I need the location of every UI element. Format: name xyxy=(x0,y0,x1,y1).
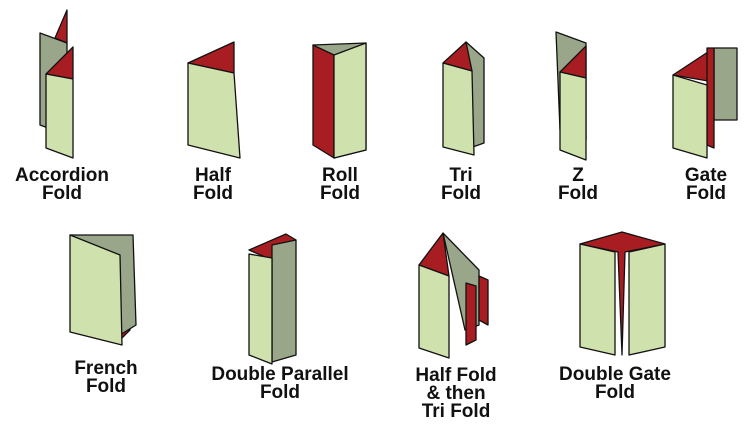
accordion-fold-caption: Accordion Fold xyxy=(4,165,120,204)
fold-inner-panel xyxy=(706,47,715,149)
z-fold-illustration xyxy=(555,31,587,161)
caption-line: Fold xyxy=(192,183,234,204)
caption-line: Tri Fold xyxy=(421,401,491,422)
fold-front-panel xyxy=(672,74,708,159)
caption-line: Z xyxy=(572,165,584,186)
caption-line: Double Gate xyxy=(559,364,671,385)
fold-front-panel xyxy=(187,62,241,159)
caption-line: Fold xyxy=(259,382,301,403)
tri-fold-illustration xyxy=(442,41,485,156)
caption-line: Fold xyxy=(440,183,482,204)
caption-line: Half Fold xyxy=(415,365,497,386)
roll-fold-caption: Roll Fold xyxy=(297,165,383,204)
fold-back-panel xyxy=(271,239,297,363)
caption-line: Fold xyxy=(594,382,636,403)
caption-line: Gate xyxy=(684,165,728,186)
accordion-fold-illustration xyxy=(39,9,74,159)
roll-fold-illustration xyxy=(312,42,367,159)
double-parallel-fold-caption: Double Parallel Fold xyxy=(195,364,365,403)
caption-line: Fold xyxy=(685,183,727,204)
caption-line: Fold xyxy=(557,183,599,204)
fold-front-panel xyxy=(45,73,74,159)
fold-front-panel xyxy=(333,42,367,159)
half-then-tri-fold-illustration xyxy=(418,232,489,359)
fold-inner-panel xyxy=(312,44,335,159)
double-parallel-fold-illustration xyxy=(248,233,297,365)
fold-inner-panel xyxy=(579,231,666,356)
fold-front-panel xyxy=(579,243,616,356)
gate-fold-caption: Gate Fold xyxy=(663,165,749,204)
caption-line: & then xyxy=(426,383,486,404)
caption-line: Accordion xyxy=(15,165,109,186)
fold-inner-panel xyxy=(465,282,477,346)
fold-inner-panel xyxy=(478,275,489,326)
double-gate-fold-caption: Double Gate Fold xyxy=(545,364,685,403)
tri-fold-caption: Tri Fold xyxy=(418,165,504,204)
fold-front-panel xyxy=(442,62,475,156)
half-fold-caption: Half Fold xyxy=(170,165,256,204)
fold-front-panel xyxy=(628,243,666,356)
fold-front-panel xyxy=(69,234,123,346)
caption-line: Fold xyxy=(41,183,83,204)
caption-line: French xyxy=(74,358,138,379)
caption-line: Fold xyxy=(85,376,127,397)
fold-inner-panel xyxy=(54,9,68,44)
fold-front-panel xyxy=(418,264,450,359)
fold-front-panel xyxy=(559,71,587,161)
caption-line: Roll xyxy=(322,165,358,186)
french-fold-caption: French Fold xyxy=(58,358,154,397)
fold-front-panel xyxy=(248,253,273,365)
caption-line: Tri xyxy=(449,165,473,186)
half-then-tri-fold-caption: Half Fold & then Tri Fold xyxy=(398,365,514,422)
caption-line: Fold xyxy=(319,183,361,204)
double-gate-fold-illustration xyxy=(579,231,666,356)
french-fold-illustration xyxy=(69,234,137,346)
caption-line: Half xyxy=(195,165,231,186)
caption-line: Double Parallel xyxy=(211,364,349,385)
half-fold-illustration xyxy=(187,41,241,159)
gate-fold-illustration xyxy=(672,47,738,159)
z-fold-caption: Z Fold xyxy=(535,165,621,204)
fold-back-panel xyxy=(713,47,738,121)
